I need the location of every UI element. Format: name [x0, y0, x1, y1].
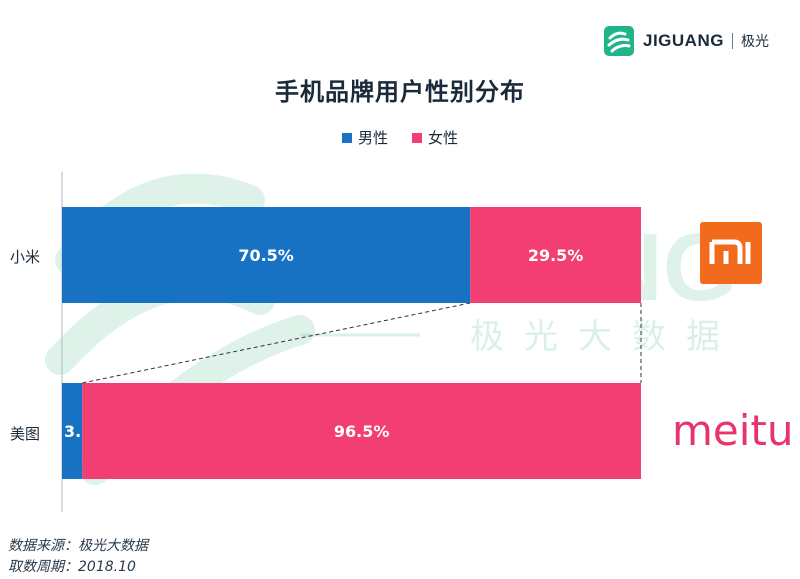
legend-item-female: 女性 [412, 127, 458, 148]
source-note: 数据来源：极光大数据 [8, 538, 148, 554]
legend-label-female: 女性 [428, 129, 459, 147]
legend-label-male: 男性 [357, 129, 388, 147]
period-note: 取数周期：2018.10 [8, 559, 136, 575]
category-label-meitu: 美图 [10, 425, 41, 443]
chart-title: 手机品牌用户性别分布 [275, 78, 525, 106]
data-label-female-1: 96.5% [334, 422, 390, 441]
jiguang-logo-icon [604, 26, 634, 56]
data-label-male-0: 70.5% [238, 246, 294, 265]
data-label-female-0: 29.5% [528, 246, 584, 265]
mi-mark [709, 239, 751, 264]
brand-separator [731, 33, 733, 49]
brand-header: JIGUANG 极光 [603, 24, 769, 58]
category-label-xiaomi: 小米 [10, 248, 41, 266]
connector-line [82, 302, 471, 384]
bar-male-0 [62, 207, 471, 303]
bar-female-0 [470, 207, 641, 303]
brand-name: JIGUANG [643, 31, 724, 50]
xiaomi-logo-icon [700, 222, 762, 284]
legend-item-male: 男性 [341, 127, 388, 148]
chart-legend: 男性 女性 [0, 127, 800, 148]
brand-name-cn: 极光 [740, 34, 769, 50]
legend-swatch-female [412, 132, 422, 143]
meitu-logo: meitu [672, 406, 794, 455]
legend-swatch-male [341, 132, 352, 143]
bar-female-1 [82, 383, 641, 479]
bar-male-1 [62, 383, 83, 479]
